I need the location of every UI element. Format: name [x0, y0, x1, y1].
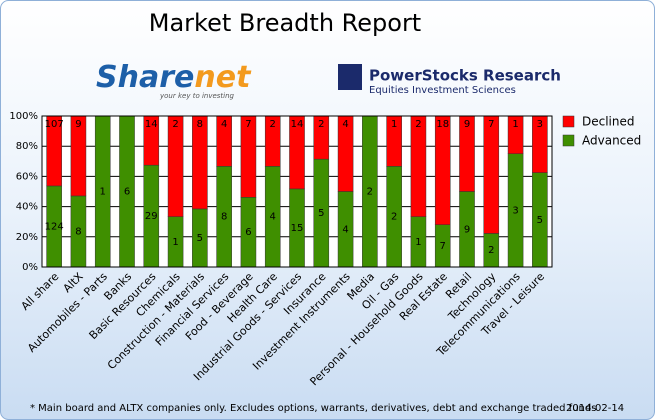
- data-label: 5: [537, 215, 543, 226]
- data-label: 4: [342, 224, 348, 235]
- data-label: 1: [391, 119, 397, 130]
- data-label: 2: [415, 119, 421, 130]
- bar-segment: [410, 115, 427, 217]
- data-label: 6: [124, 187, 130, 198]
- data-label: 9: [464, 119, 470, 130]
- data-label: 7: [440, 241, 446, 252]
- data-label: 3: [537, 119, 543, 130]
- data-label: 124: [45, 221, 64, 232]
- logo-tagline: Equities Investment Sciences: [369, 85, 516, 96]
- data-label: 7: [245, 119, 251, 130]
- data-label: 4: [221, 119, 227, 130]
- bar-segment: [483, 115, 500, 234]
- data-label: 6: [245, 227, 251, 238]
- data-label: 2: [172, 119, 178, 130]
- data-label: 2: [488, 245, 494, 256]
- data-label: 2: [391, 212, 397, 223]
- data-label: 1: [172, 237, 178, 248]
- data-label: 107: [45, 119, 64, 130]
- y-tick-label: 80%: [16, 141, 38, 152]
- data-label: 9: [464, 224, 470, 235]
- logo-icon: [338, 64, 362, 90]
- y-tick-label: 100%: [9, 111, 38, 122]
- data-label: 3: [512, 205, 518, 216]
- y-tick-label: 60%: [16, 171, 38, 182]
- data-label: 29: [145, 211, 158, 222]
- chart-title: Market Breadth Report: [149, 9, 421, 37]
- y-tick-label: 20%: [16, 232, 38, 243]
- logo-tagline: your key to investing: [159, 92, 235, 100]
- legend-swatch: [562, 134, 575, 147]
- data-label: 1: [512, 119, 518, 130]
- plot-border: [41, 115, 553, 268]
- date: 2014-02-14: [566, 403, 624, 414]
- data-label: 2: [318, 119, 324, 130]
- legend-swatch: [562, 115, 575, 128]
- y-tick-label: 0%: [22, 262, 38, 273]
- data-label: 4: [342, 119, 348, 130]
- data-label: 1: [100, 187, 106, 198]
- data-label: 5: [197, 233, 203, 244]
- data-label: 1: [415, 237, 421, 248]
- data-label: 8: [221, 212, 227, 223]
- data-label: 4: [270, 212, 276, 223]
- footnote: * Main board and ALTX companies only. Ex…: [30, 403, 596, 414]
- logo-sharenet: Sharenet: [96, 60, 252, 95]
- y-tick-label: 40%: [16, 202, 38, 213]
- logo-part: net: [194, 60, 252, 95]
- data-label: 8: [197, 119, 203, 130]
- logo-part: Share: [96, 60, 194, 95]
- legend-label: Advanced: [582, 134, 641, 148]
- data-label: 2: [270, 119, 276, 130]
- data-label: 9: [75, 119, 81, 130]
- data-label: 5: [318, 208, 324, 219]
- logo-powerstocks: PowerStocks Research: [369, 67, 561, 85]
- data-label: 14: [291, 119, 304, 130]
- data-label: 2: [367, 187, 373, 198]
- bar-segment: [167, 115, 184, 217]
- data-label: 14: [145, 119, 158, 130]
- legend-label: Declined: [582, 115, 635, 129]
- bar-segment: [434, 115, 451, 225]
- data-label: 18: [436, 119, 449, 130]
- data-label: 15: [291, 223, 304, 234]
- data-label: 7: [488, 119, 494, 130]
- data-label: 8: [75, 226, 81, 237]
